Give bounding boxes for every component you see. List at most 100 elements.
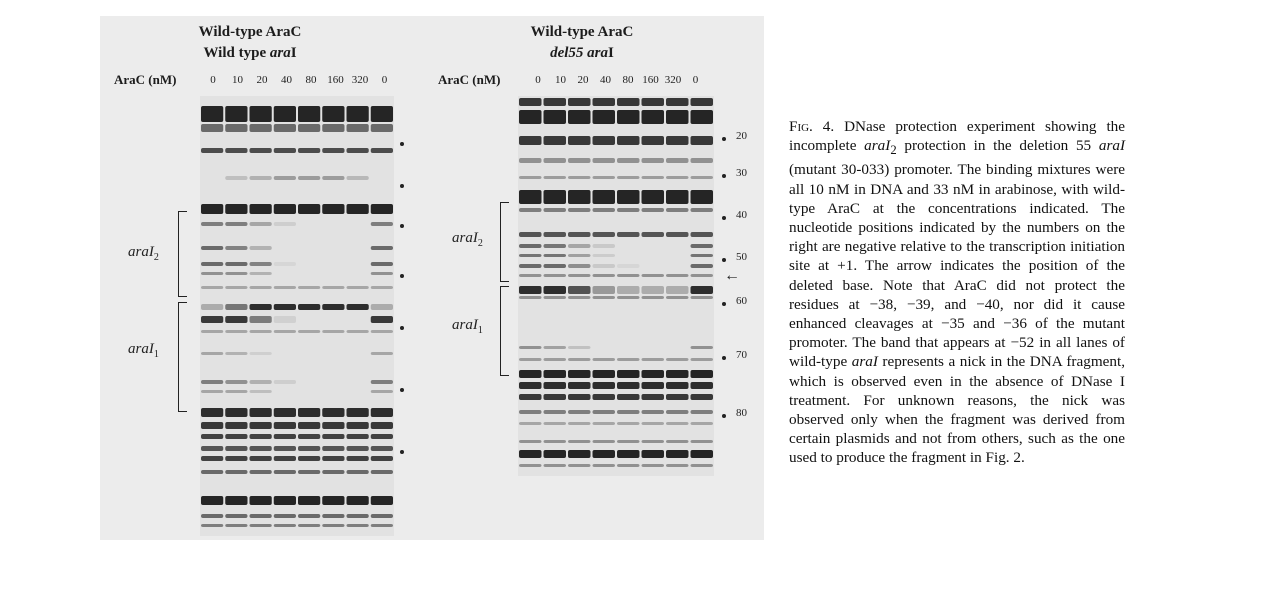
right-title-line1: Wild-type AraC [530, 24, 634, 40]
gel-band [225, 446, 248, 451]
gel-band [273, 222, 296, 226]
gel-band [273, 408, 296, 417]
gel-band [690, 410, 713, 414]
gel-band [249, 408, 272, 417]
gel-band [641, 208, 664, 212]
gel-band [641, 382, 664, 389]
gel-band [201, 204, 224, 214]
gel-band [273, 456, 296, 461]
gel-band [249, 286, 272, 289]
gel-band [543, 264, 566, 268]
gel-band [568, 422, 591, 425]
gel-band [592, 440, 615, 443]
gel-band [617, 394, 640, 400]
gel-band [225, 106, 248, 122]
gel-band [370, 286, 393, 289]
gel-band [249, 106, 272, 122]
gel-band [666, 274, 689, 277]
position-label: 70 [736, 349, 747, 361]
gel-band [666, 208, 689, 212]
gel-band [273, 106, 296, 122]
gel-band [370, 106, 393, 122]
gel-band [346, 470, 369, 474]
position-dot [722, 356, 726, 360]
lane-label: 80 [622, 74, 634, 86]
lane-label: 0 [535, 74, 541, 86]
caption-text-3: (mutant 30-033) promoter. The binding mi… [789, 161, 1125, 371]
gel-band [519, 346, 542, 349]
lane-label: 20 [577, 74, 589, 86]
gel-band [322, 524, 345, 527]
position-label: 80 [736, 407, 747, 419]
gel-band [519, 244, 542, 248]
marker-dot [400, 142, 404, 146]
gel-band [273, 422, 296, 429]
gel-band [592, 450, 615, 458]
lane-label: 40 [281, 74, 292, 86]
gel-band [690, 176, 713, 179]
marker-dot [400, 224, 404, 228]
gel-band [568, 190, 591, 204]
gel-band [249, 204, 272, 214]
gel-band [568, 370, 591, 378]
gel-band [690, 244, 713, 248]
caption-text-4: represents a nick in the DNA fragment, w… [789, 353, 1125, 467]
lane-label: 160 [327, 74, 344, 86]
marker-dot [400, 184, 404, 188]
gel-band [346, 496, 369, 505]
gel-band [201, 496, 224, 505]
gel-band [370, 380, 393, 384]
gel-band [592, 274, 615, 277]
gel-band [641, 464, 664, 467]
gel-band [201, 106, 224, 122]
gel-band [370, 422, 393, 429]
position-dot [722, 137, 726, 141]
left-arai2-label: araI2 [128, 244, 159, 263]
gel-band [225, 434, 248, 439]
gel-band [346, 330, 369, 333]
gel-band [519, 410, 542, 414]
gel-band [543, 244, 566, 248]
gel-band [666, 382, 689, 389]
gel-band [617, 190, 640, 204]
gel-band [370, 408, 393, 417]
gel-band [543, 422, 566, 425]
gel-band [617, 286, 640, 294]
gel-band [690, 190, 713, 204]
gel-band [543, 98, 566, 106]
gel-band [201, 304, 224, 310]
gel-band [568, 176, 591, 179]
gel-band [519, 286, 542, 294]
gel-band [592, 232, 615, 237]
gel-band [225, 304, 248, 310]
gel-band [225, 176, 248, 180]
gel-band [298, 148, 321, 153]
gel-band [249, 148, 272, 153]
gel-band [690, 232, 713, 237]
gel-band [641, 98, 664, 106]
right-title-line2: del55 araI [550, 45, 614, 61]
gel-band [298, 330, 321, 333]
lane-label: 40 [600, 74, 611, 86]
gel-band [322, 106, 345, 122]
gel-band [617, 382, 640, 389]
gel-band [225, 316, 248, 323]
gel-band [568, 410, 591, 414]
gel-band [346, 286, 369, 289]
lane-label: 0 [210, 74, 216, 86]
gel-band [543, 296, 566, 299]
gel-band [592, 422, 615, 425]
gel-band [201, 434, 224, 439]
caption-text-2: protection in the deletion 55 [896, 137, 1099, 155]
left-arai1-label: araI1 [128, 341, 159, 360]
gel-band [592, 410, 615, 414]
gel-band [690, 264, 713, 268]
gel-band [543, 346, 566, 349]
gel-band [543, 274, 566, 277]
gel-band [273, 496, 296, 505]
gel-band [225, 456, 248, 461]
gel-band [298, 422, 321, 429]
gel-band [322, 330, 345, 333]
gel-band [568, 450, 591, 458]
gel-band [322, 176, 345, 180]
